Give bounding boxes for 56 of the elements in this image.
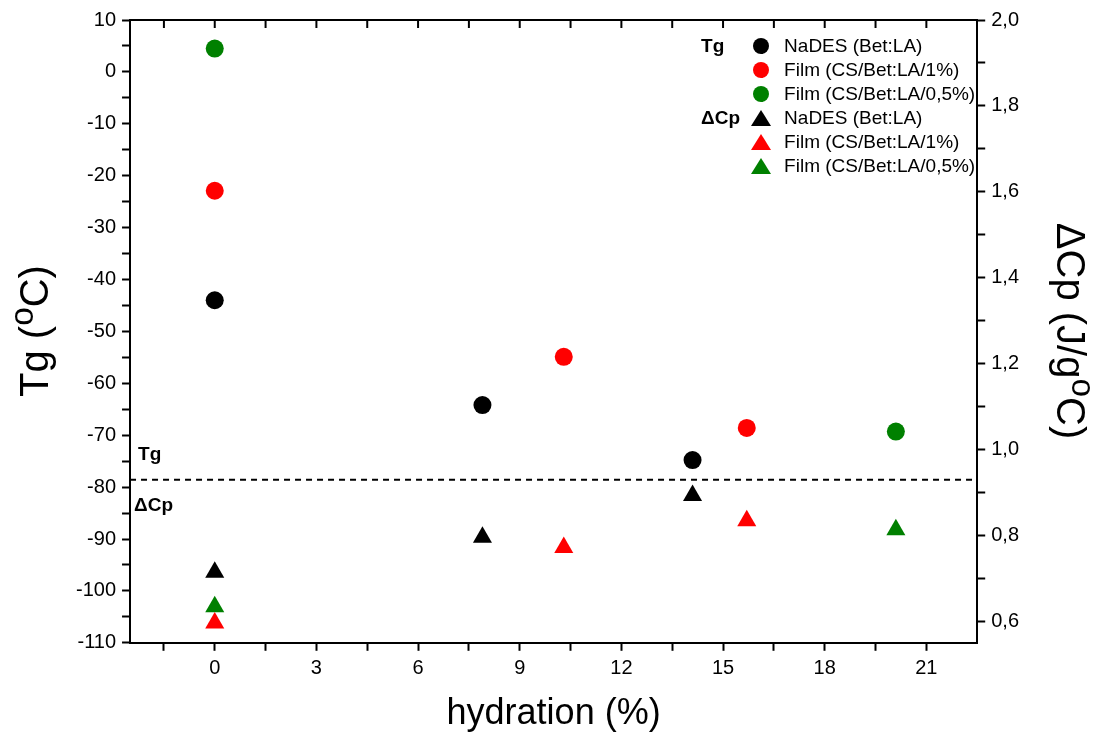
y2-tick-label: 0,8 (991, 522, 1020, 545)
point (886, 422, 905, 441)
y-tick-label: -70 (87, 422, 117, 445)
y2-tick-label: 1,2 (991, 351, 1020, 374)
y-tick-label: -80 (87, 474, 117, 497)
point (554, 536, 574, 553)
point (205, 291, 224, 310)
x-axis-title: hydration (%) (446, 691, 661, 733)
legend-label: Film (CS/Bet:LA/1%) (784, 58, 961, 82)
annotation: ΔCp (134, 493, 174, 515)
point (683, 451, 702, 470)
y-tick-label: 0 (104, 59, 117, 82)
x-tick-label: 12 (610, 656, 633, 679)
y2-tick-label: 2,0 (991, 7, 1020, 30)
y-tick-label: -40 (87, 267, 117, 290)
legend-label: NaDES (Bet:LA) (784, 106, 924, 130)
y-tick-label: -30 (87, 215, 117, 238)
annotation: ΔCp (701, 106, 742, 130)
annotation: Tg (138, 442, 162, 464)
x-tick-label: 21 (915, 656, 938, 679)
y-tick-label: -60 (87, 370, 117, 393)
point (473, 396, 492, 415)
point (472, 526, 492, 543)
y2-tick-label: 1,8 (991, 93, 1020, 116)
x-tick-label: 6 (412, 656, 424, 679)
y2-tick-label: 0,6 (991, 608, 1020, 631)
x-tick-label: 15 (711, 656, 735, 679)
y-tick-label: -110 (77, 630, 117, 653)
x-tick-label: 9 (514, 656, 526, 679)
legend-label: NaDES (Bet:LA) (784, 34, 924, 58)
point (205, 39, 224, 58)
legend-label: Film (CS/Bet:LA/0,5%) (784, 82, 976, 106)
y-tick-label: -100 (76, 578, 117, 601)
point (737, 509, 757, 527)
y-tick-label: 10 (93, 7, 117, 30)
point (683, 484, 703, 501)
point (737, 418, 756, 437)
point (205, 561, 225, 578)
x-tick-label: 3 (310, 656, 322, 679)
y-tick-label: -10 (87, 111, 117, 134)
y-tick-label: -20 (87, 163, 117, 186)
legend-label: Film (CS/Bet:LA/0,5%) (784, 154, 976, 178)
point (205, 595, 225, 613)
point (205, 181, 224, 200)
point (886, 518, 906, 536)
y-tick-label: -50 (87, 318, 117, 341)
y-tick-label: -90 (87, 526, 117, 549)
point (554, 347, 573, 366)
y2-tick-label: 1,0 (991, 437, 1020, 460)
x-tick-label: 18 (813, 656, 836, 679)
x-tick-label: 0 (209, 656, 221, 679)
y2-tick-label: 1,4 (991, 265, 1020, 288)
y2-tick-label: 1,6 (991, 179, 1020, 202)
point (205, 612, 225, 629)
annotation: Tg (701, 34, 726, 58)
legend-label: Film (CS/Bet:LA/1%) (784, 130, 961, 154)
